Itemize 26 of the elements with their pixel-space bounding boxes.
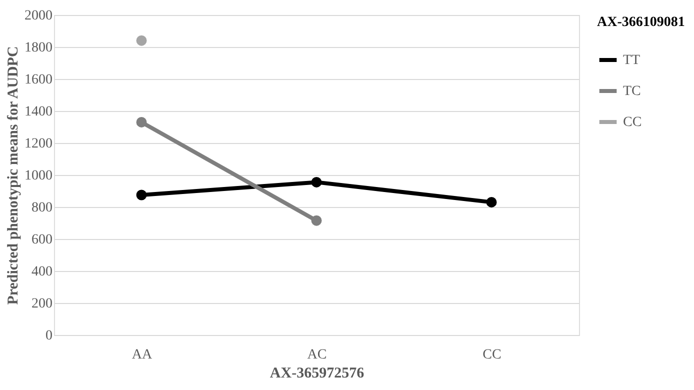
legend-title: AX-366109081 [597,15,685,30]
legend-label: TT [623,53,641,68]
x-tick-label: AA [132,348,153,362]
y-axis-title: Predicted phenotypic means for AUDPC [6,46,22,305]
y-tick-label: 1200 [24,136,52,152]
x-tick-label: AC [307,348,327,362]
y-tick-label: 1600 [24,72,52,88]
point [311,215,322,226]
y-tick-label: 1000 [24,168,52,184]
y-tick-label: 600 [32,232,52,248]
point [486,196,497,208]
legend-label: CC [623,115,642,130]
x-axis-title: AX-365972576 [270,366,365,382]
y-tick-label: 1400 [24,104,52,120]
point [136,190,147,200]
point [136,35,147,46]
x-tick-label: CC [482,348,502,362]
point [136,116,147,128]
y-tick-label: 400 [32,264,52,280]
y-tick-label: 800 [32,200,52,216]
legend-label: TC [623,84,641,99]
y-tick-label: 2000 [24,8,52,24]
point [311,176,322,188]
y-tick-label: 1800 [24,40,52,56]
y-tick-label: 200 [32,296,52,312]
y-tick-label: 0 [46,328,52,344]
